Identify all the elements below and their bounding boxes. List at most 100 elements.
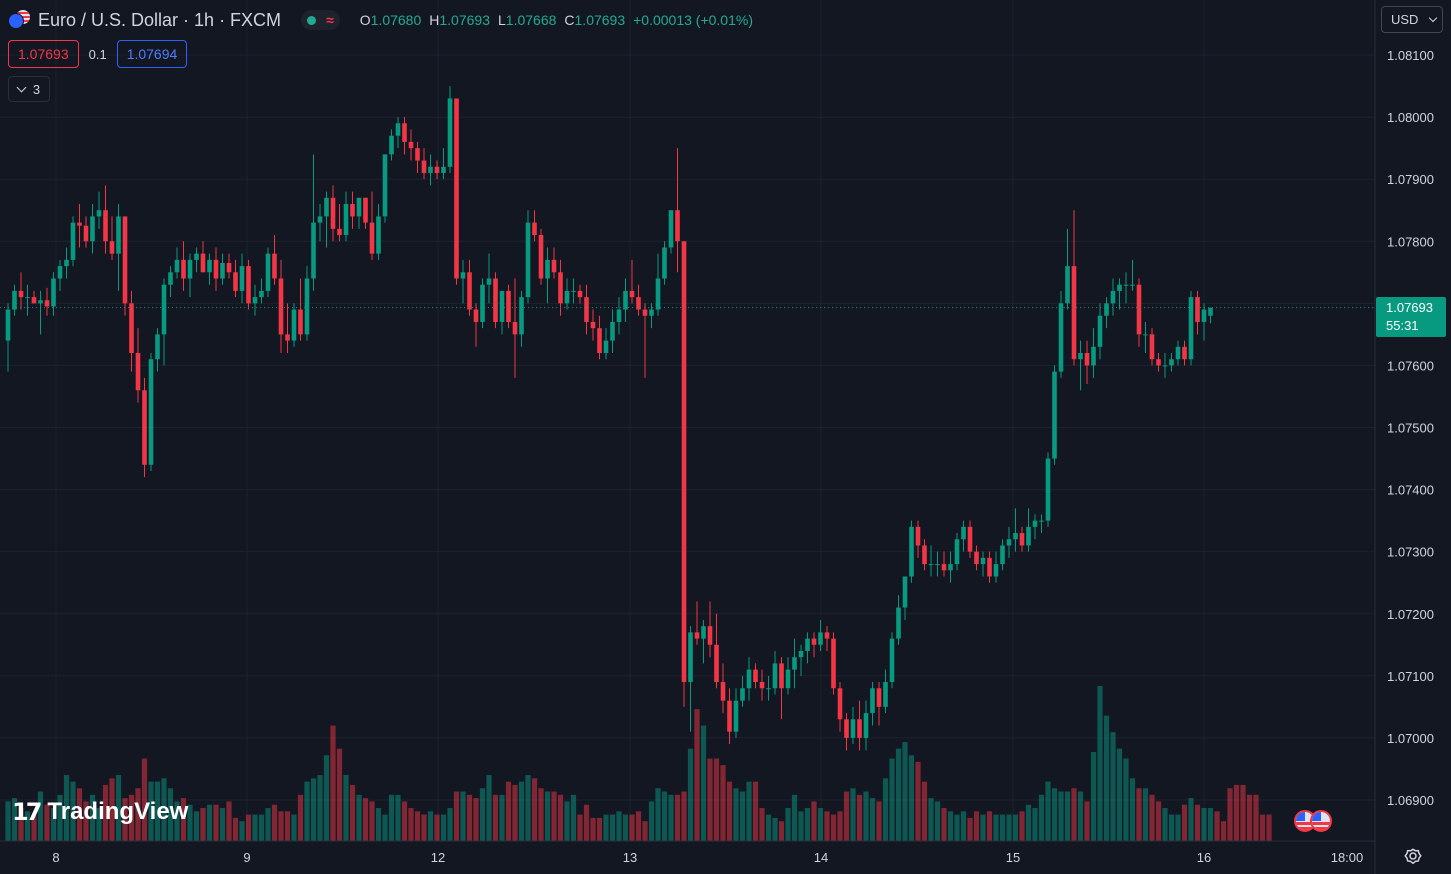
- currency-button[interactable]: USD: [1381, 6, 1443, 33]
- candle-body: [226, 262, 232, 273]
- volume-bar: [1253, 794, 1259, 841]
- price-tick-label: 1.07000: [1387, 731, 1434, 746]
- candle: [746, 657, 752, 701]
- volume-bar: [375, 808, 382, 841]
- time-tick-label: 8: [52, 850, 59, 865]
- candle: [1162, 353, 1168, 378]
- volume-bar: [323, 755, 330, 841]
- price-tick-label: 1.07100: [1387, 669, 1434, 684]
- candle: [967, 520, 973, 558]
- volume-bar: [616, 811, 622, 841]
- us-flag-icon[interactable]: [1310, 810, 1332, 832]
- candle: [499, 290, 505, 335]
- symbol-title[interactable]: Euro / U.S. Dollar · 1h · FXCM: [38, 9, 282, 30]
- volume-bar: [947, 811, 954, 841]
- volume-bar: [239, 821, 245, 841]
- volume-bar: [525, 775, 531, 841]
- buy-button[interactable]: 1.07694: [116, 40, 188, 68]
- candle-body: [727, 700, 732, 732]
- volume-bar: [772, 817, 778, 841]
- volume-bar: [954, 814, 960, 841]
- tradingview-logo[interactable]: 17 TradingView: [12, 798, 188, 826]
- candle: [239, 253, 245, 304]
- volume-bar: [1025, 804, 1032, 841]
- volume-bar: [850, 788, 856, 841]
- volume-bar: [681, 791, 687, 841]
- volume-bar: [655, 788, 661, 841]
- indicators-toggle-button[interactable]: 3: [8, 76, 50, 102]
- volume-bar: [1266, 814, 1272, 841]
- candle: [31, 290, 37, 304]
- candle: [941, 551, 947, 577]
- candle-body: [57, 266, 63, 279]
- volume-bar: [109, 778, 115, 841]
- candle: [655, 253, 661, 316]
- volume-bar: [1155, 801, 1162, 841]
- gear-icon[interactable]: [1403, 846, 1423, 866]
- candle-body: [915, 526, 921, 546]
- candle: [1208, 307, 1213, 324]
- candle-body: [681, 241, 687, 683]
- time-axis[interactable]: 8 9 12 13 14 15 16 18:00: [52, 850, 1363, 865]
- candle: [675, 148, 680, 273]
- volume-bar: [505, 781, 512, 841]
- volume-bar: [622, 814, 629, 841]
- sell-button[interactable]: 1.07693: [8, 40, 79, 68]
- candle-body: [792, 657, 797, 670]
- high-value: 1.07693: [439, 12, 490, 28]
- candle: [155, 328, 160, 372]
- volume-bar: [1051, 788, 1058, 841]
- candle: [265, 247, 271, 298]
- candle-body: [707, 626, 713, 645]
- candle: [980, 551, 986, 577]
- candle: [525, 210, 531, 304]
- candle-body: [376, 216, 381, 254]
- candle-body: [77, 222, 82, 226]
- candle-body: [837, 688, 843, 720]
- candle: [844, 713, 849, 751]
- candle-body: [577, 290, 583, 298]
- volume-bar: [778, 821, 785, 841]
- market-status[interactable]: ≈: [301, 10, 340, 30]
- volume-bar: [135, 788, 141, 841]
- chart-grid: [0, 0, 1375, 841]
- volume-bar: [479, 788, 486, 841]
- volume-bar: [642, 821, 648, 841]
- economic-events[interactable]: [1294, 810, 1332, 832]
- candle: [623, 278, 628, 322]
- candle: [1019, 526, 1025, 552]
- data-problem-icon[interactable]: ≈: [326, 12, 334, 28]
- candle: [148, 353, 154, 471]
- candle-body: [824, 632, 830, 639]
- volume-bar: [369, 801, 375, 841]
- candle-body: [285, 334, 290, 341]
- candle: [538, 228, 544, 285]
- candle-body: [70, 222, 76, 260]
- candle-body: [44, 300, 50, 307]
- candle: [571, 278, 576, 304]
- volume-bar: [1259, 814, 1266, 841]
- time-tick-label: 16: [1197, 850, 1211, 865]
- candle-body: [1078, 353, 1083, 360]
- candle-body: [486, 278, 492, 285]
- candle-body: [1117, 284, 1122, 291]
- candle: [519, 290, 524, 347]
- volume-bar: [200, 808, 206, 841]
- volume-bar: [869, 798, 876, 841]
- price-axis[interactable]: 1.081001.080001.079001.078001.077001.076…: [1387, 48, 1434, 808]
- candle: [122, 216, 128, 316]
- volume-bar: [791, 794, 798, 841]
- volume-bar: [193, 811, 200, 841]
- volume-bar: [206, 804, 213, 841]
- candle-body: [662, 247, 667, 279]
- volume-bar: [674, 794, 681, 841]
- candle-body: [408, 141, 414, 149]
- candle: [1026, 508, 1031, 552]
- volume-bar: [1129, 778, 1136, 841]
- candle-body: [629, 290, 635, 298]
- candle-body: [870, 688, 875, 714]
- volume-bar: [219, 808, 226, 841]
- candle-body: [31, 297, 37, 304]
- candle: [187, 253, 193, 298]
